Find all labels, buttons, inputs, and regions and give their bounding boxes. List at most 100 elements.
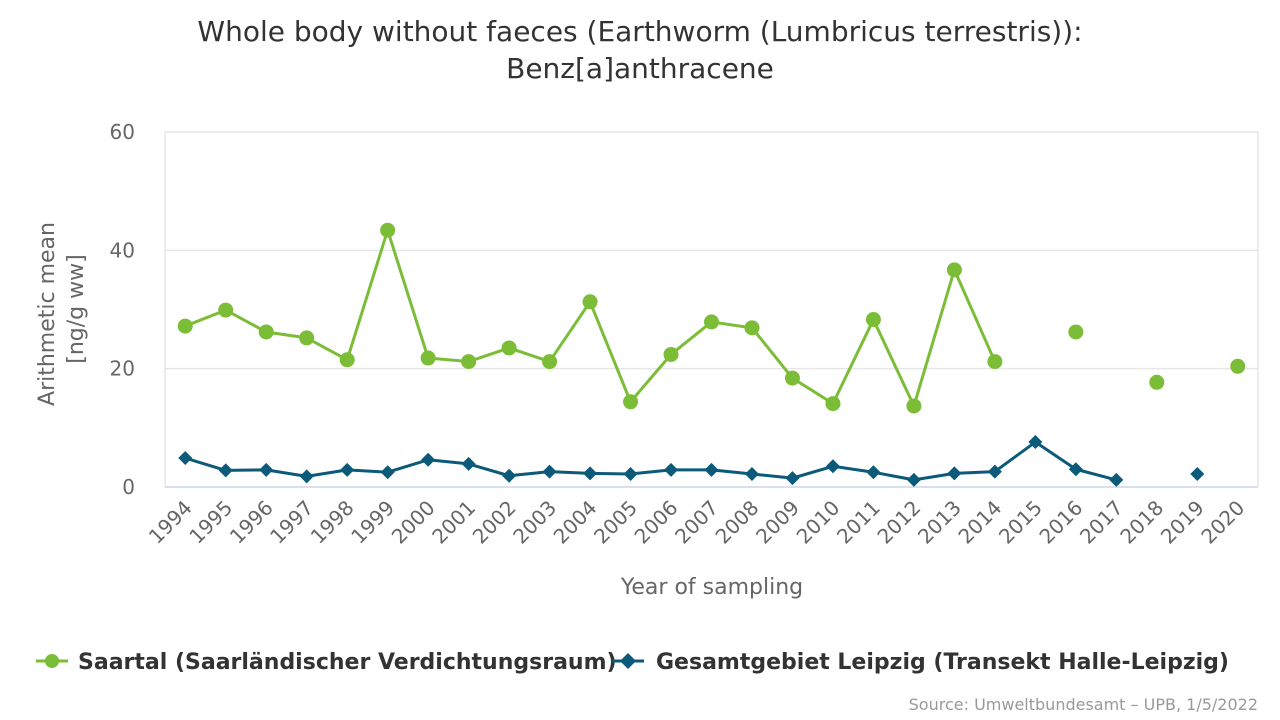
data-point[interactable] — [947, 466, 962, 481]
legend-leipzig-label: Gesamtgebiet Leipzig (Transekt Halle-Lei… — [656, 650, 1229, 675]
data-point[interactable] — [258, 324, 274, 340]
data-point[interactable] — [784, 370, 800, 386]
data-point[interactable] — [299, 469, 314, 484]
source-credit: Source: Umweltbundesamt – UPB, 1/5/2022 — [909, 695, 1258, 714]
x-tick-label: 1994 — [144, 496, 197, 549]
data-point[interactable] — [1149, 374, 1165, 390]
chart-title-line-2: Benz[a]anthracene — [506, 52, 774, 85]
x-tick-label: 1998 — [306, 496, 359, 549]
data-point[interactable] — [421, 452, 436, 467]
legend-item-leipzig[interactable]: Gesamtgebiet Leipzig (Transekt Halle-Lei… — [612, 650, 1229, 675]
data-point[interactable] — [542, 354, 558, 370]
x-tick-label: 2005 — [589, 496, 642, 549]
x-tick-label: 2008 — [711, 496, 764, 549]
x-tick-label: 1996 — [225, 496, 278, 549]
data-point[interactable] — [1068, 462, 1083, 477]
y-axis-label-line-1: Arithmetic mean — [35, 222, 60, 406]
x-axis-label: Year of sampling — [620, 575, 803, 600]
data-point[interactable] — [299, 330, 315, 346]
data-point[interactable] — [623, 466, 638, 481]
data-point[interactable] — [744, 320, 760, 336]
data-point[interactable] — [1068, 324, 1084, 340]
data-point[interactable] — [339, 352, 355, 368]
data-point[interactable] — [420, 350, 436, 366]
data-point[interactable] — [623, 394, 639, 410]
x-tick-label: 2000 — [387, 496, 440, 549]
x-tick-label: 2015 — [994, 496, 1047, 549]
data-point[interactable] — [1028, 435, 1043, 450]
data-point[interactable] — [785, 471, 800, 486]
data-point[interactable] — [1109, 472, 1124, 487]
data-point[interactable] — [461, 354, 477, 370]
x-tick-label: 1995 — [184, 496, 237, 549]
data-point[interactable] — [218, 302, 234, 318]
data-point[interactable] — [461, 456, 476, 471]
y-axis-ticks: 0 20 40 60 — [110, 120, 135, 499]
y-axis-label: Arithmetic mean [ng/g ww] — [35, 222, 89, 406]
data-point[interactable] — [744, 466, 759, 481]
data-point[interactable] — [866, 465, 881, 480]
x-tick-label: 2013 — [913, 496, 966, 549]
data-point[interactable] — [542, 464, 557, 479]
x-tick-label: 2017 — [1075, 496, 1128, 549]
data-point[interactable] — [583, 466, 598, 481]
legend-saartal-label: Saartal (Saarländischer Verdichtungsraum… — [78, 650, 617, 675]
data-point[interactable] — [177, 318, 193, 334]
data-point[interactable] — [582, 294, 598, 310]
data-point[interactable] — [987, 354, 1003, 370]
x-tick-label: 2011 — [832, 496, 885, 549]
data-point[interactable] — [865, 312, 881, 328]
data-point[interactable] — [906, 398, 922, 414]
legend-saartal-marker — [45, 654, 59, 668]
data-point[interactable] — [987, 464, 1002, 479]
x-tick-label: 1997 — [265, 496, 318, 549]
data-point[interactable] — [704, 314, 719, 330]
data-point[interactable] — [825, 396, 841, 412]
legend-leipzig-marker — [620, 653, 636, 669]
x-tick-label: 2003 — [508, 496, 561, 549]
x-axis-ticks: 1994199519961997199819992000200120022003… — [144, 496, 1249, 549]
data-point[interactable] — [946, 262, 962, 278]
series-1 — [178, 435, 1205, 487]
data-point[interactable] — [178, 451, 193, 466]
data-point[interactable] — [380, 222, 396, 238]
y-tick-label: 40 — [110, 238, 135, 262]
x-tick-label: 2002 — [468, 496, 521, 549]
legend: Saartal (Saarländischer Verdichtungsraum… — [36, 650, 1229, 675]
y-tick-label: 0 — [122, 475, 135, 499]
series-line — [184, 440, 1117, 482]
x-tick-label: 2016 — [1034, 496, 1087, 549]
data-point[interactable] — [825, 459, 840, 474]
data-point[interactable] — [1190, 466, 1205, 481]
x-tick-label: 2009 — [751, 496, 804, 549]
data-point[interactable] — [502, 468, 517, 483]
x-tick-label: 2001 — [427, 496, 480, 549]
x-tick-label: 2019 — [1156, 496, 1209, 549]
data-point[interactable] — [340, 462, 355, 477]
x-tick-label: 2012 — [872, 496, 925, 549]
data-point[interactable] — [704, 462, 719, 477]
grid-lines — [164, 131, 1259, 487]
data-point[interactable] — [663, 346, 679, 362]
x-tick-label: 2010 — [792, 496, 845, 549]
x-tick-label: 2007 — [670, 496, 723, 549]
legend-item-saartal[interactable]: Saartal (Saarländischer Verdichtungsraum… — [36, 650, 617, 675]
data-point[interactable] — [1230, 358, 1246, 374]
y-tick-label: 20 — [110, 357, 135, 381]
data-point[interactable] — [501, 340, 517, 356]
x-tick-label: 2018 — [1115, 496, 1168, 549]
x-tick-label: 2004 — [549, 496, 602, 549]
y-axis-label-line-2: [ng/g ww] — [64, 254, 89, 363]
data-point[interactable] — [218, 463, 233, 478]
data-point[interactable] — [380, 465, 395, 480]
chart-title: Whole body without faeces (Earthworm (Lu… — [197, 15, 1082, 85]
data-point[interactable] — [906, 472, 921, 487]
series-layer — [177, 222, 1246, 487]
series-0 — [177, 222, 1246, 414]
data-point[interactable] — [664, 462, 679, 477]
y-tick-label: 60 — [110, 120, 135, 144]
x-tick-label: 2006 — [630, 496, 683, 549]
data-point[interactable] — [259, 462, 274, 477]
chart-title-line-1: Whole body without faeces (Earthworm (Lu… — [197, 15, 1082, 48]
